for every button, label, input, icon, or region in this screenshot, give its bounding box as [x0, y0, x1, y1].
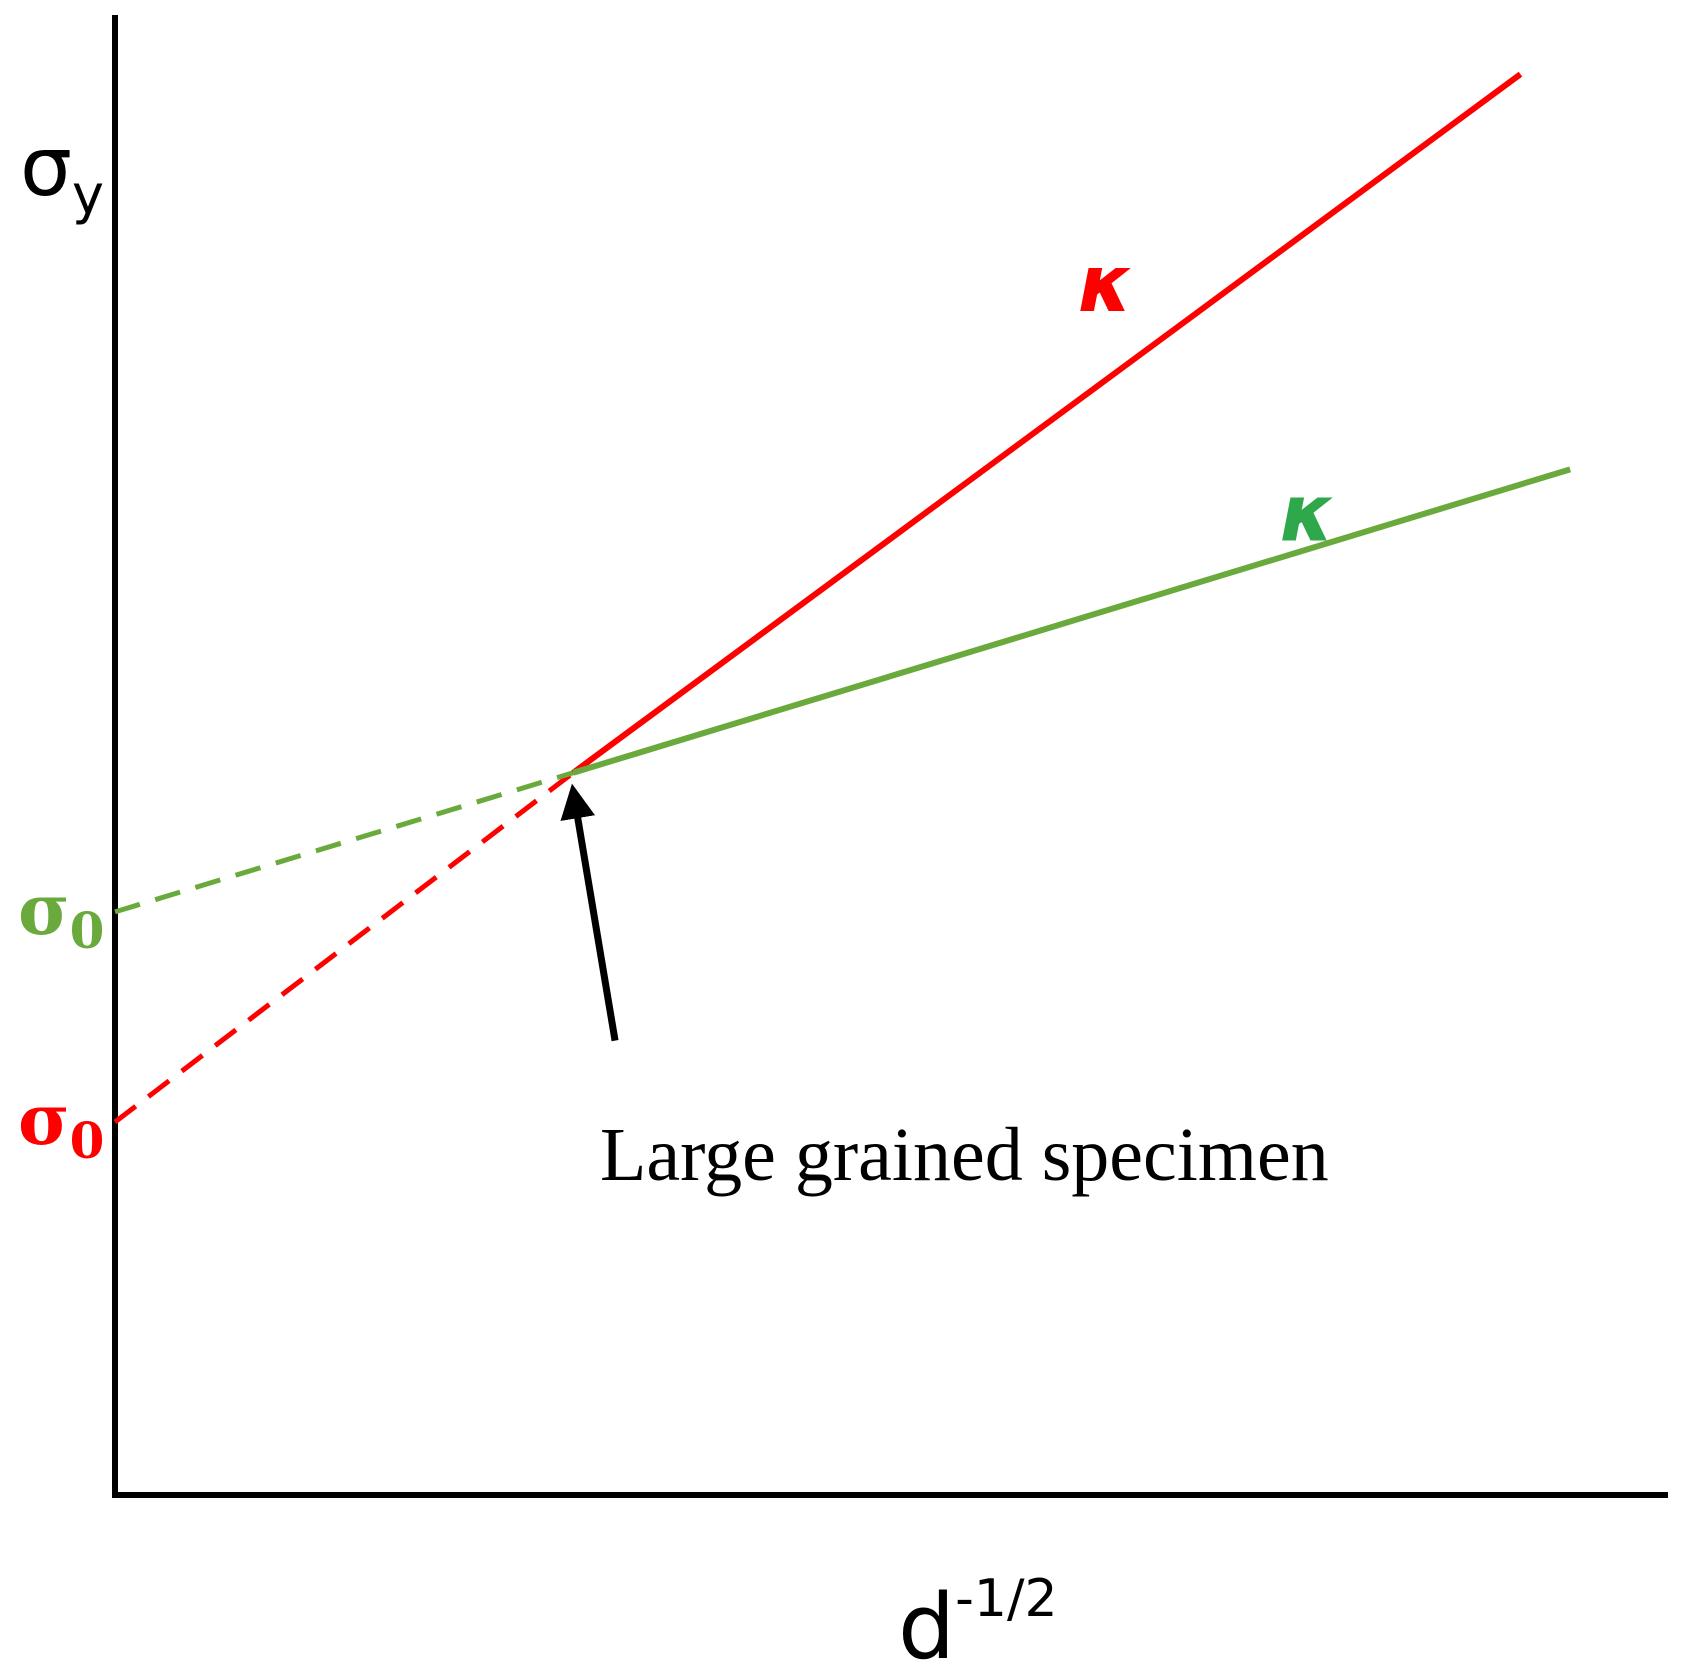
green-solid-line — [572, 466, 1572, 776]
labels-layer: σ0 σ0 κ κ — [18, 240, 1335, 1170]
annotation-arrow — [560, 783, 619, 1042]
green-intercept-label: σ0 — [18, 868, 104, 960]
green-dashed-extrapolation — [114, 770, 574, 915]
green-slope-label: κ — [1280, 469, 1335, 559]
y-axis-label: σy — [20, 120, 104, 226]
red-dashed-extrapolation — [113, 770, 575, 1125]
axes — [112, 15, 1668, 1498]
annotation-layer: Large grained specimen — [560, 783, 1329, 1197]
red-intercept-label: σ0 — [18, 1078, 104, 1170]
series-layer — [113, 71, 1572, 1125]
red-solid-line — [571, 71, 1523, 776]
red-slope-label: κ — [1078, 240, 1133, 330]
x-axis-label: d-1/2 — [898, 1569, 1058, 1668]
annotation-text: Large grained specimen — [600, 1113, 1329, 1197]
